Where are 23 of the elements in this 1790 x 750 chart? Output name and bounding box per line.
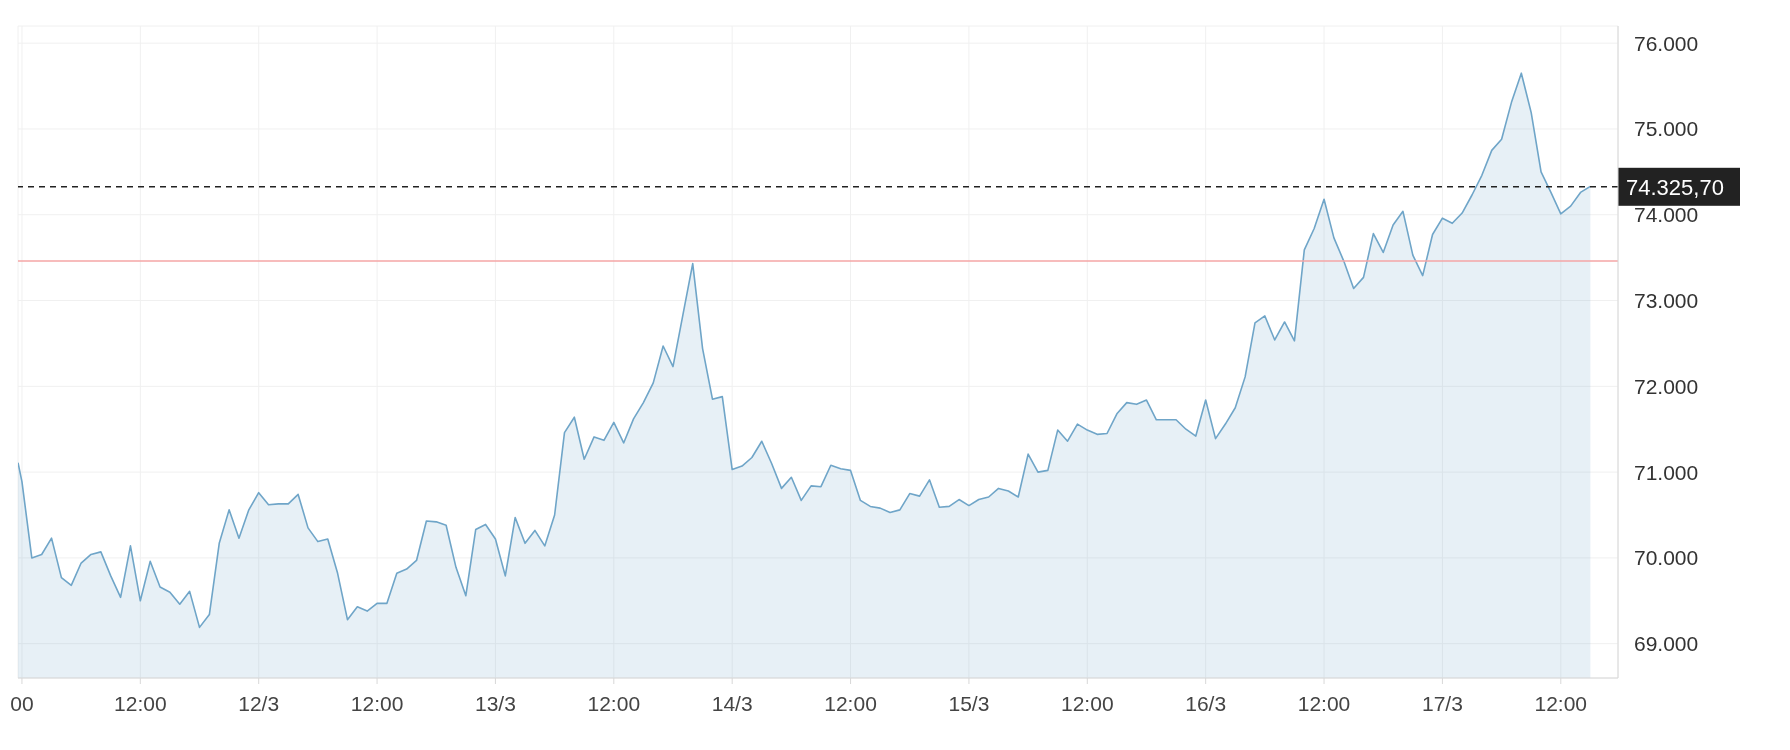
y-tick-label: 74.000: [1634, 203, 1699, 227]
y-tick-label: 70.000: [1634, 546, 1699, 570]
y-tick-label: 71.000: [1634, 460, 1699, 484]
y-tick-label: 75.000: [1634, 117, 1699, 141]
x-tick-label: 12:00: [587, 691, 641, 715]
x-tick-label: 00: [10, 691, 34, 715]
ref-line-label: 74.325,70: [1626, 174, 1724, 200]
x-tick-label: 15/3: [948, 691, 990, 715]
x-tick-label: 12:00: [350, 691, 404, 715]
y-tick-label: 69.000: [1634, 632, 1699, 656]
x-tick-label: 16/3: [1185, 691, 1227, 715]
y-tick-label: 72.000: [1634, 374, 1699, 398]
y-tick-label: 73.000: [1634, 288, 1699, 312]
x-tick-label: 14/3: [711, 691, 753, 715]
x-tick-label: 12:00: [1297, 691, 1351, 715]
x-tick-label: 12:00: [114, 691, 167, 715]
x-tick-label: 12:00: [1061, 691, 1114, 715]
x-tick-label: 12:00: [1534, 691, 1588, 715]
x-tick-label: 12:00: [824, 691, 877, 715]
x-tick-label: 13/3: [475, 691, 516, 715]
x-tick-label: 12/3: [238, 691, 280, 715]
y-tick-label: 76.000: [1634, 31, 1699, 55]
x-tick-label: 17/3: [1421, 691, 1463, 715]
